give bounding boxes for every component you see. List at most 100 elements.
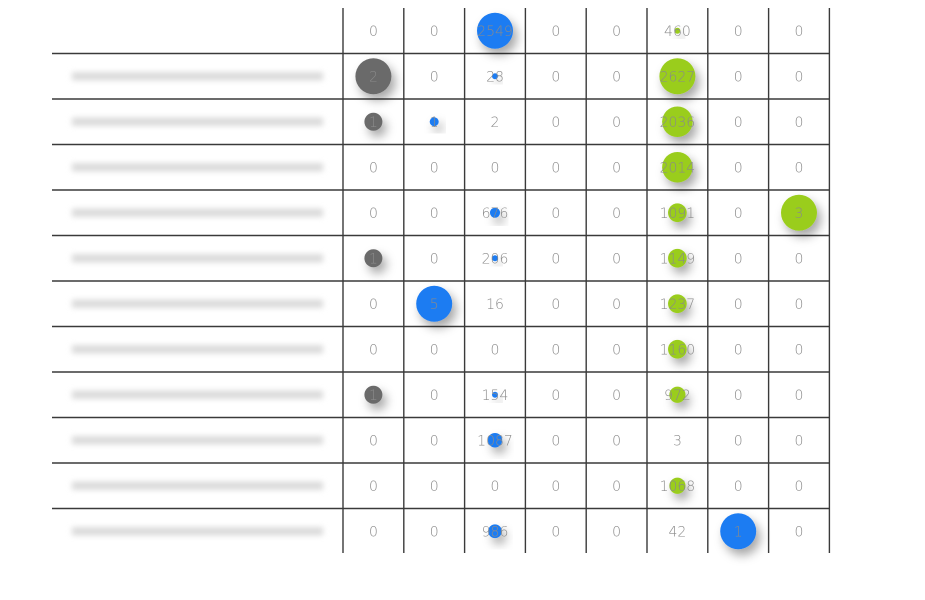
cell-value-r10-c4: 0 — [612, 479, 621, 495]
cell-value-r5-c6: 0 — [734, 251, 743, 267]
bubble-r1-c2 — [492, 73, 498, 80]
cell-value-r6-c4: 0 — [612, 297, 621, 313]
cell-value-r9-c1: 0 — [430, 433, 439, 449]
row-label-6 — [72, 299, 323, 308]
cell-value-r1-c4: 0 — [612, 69, 621, 85]
bubble-r0-c5 — [674, 27, 681, 34]
cell-value-r8-c5: 972 — [664, 388, 691, 404]
cell-value-r5-c5: 1149 — [660, 251, 696, 267]
cell-value-r9-c6: 0 — [734, 433, 743, 449]
bubble-r1-c0 — [355, 58, 392, 95]
bubble-r4-c5 — [668, 203, 687, 223]
row-label-9 — [72, 436, 323, 445]
cell-value-r6-c7: 0 — [795, 297, 804, 313]
cell-value-r11-c0: 0 — [369, 524, 378, 540]
cell-value-r1-c3: 0 — [551, 69, 560, 85]
cell-value-r9-c5: 3 — [673, 433, 682, 449]
cell-value-r2-c6: 0 — [734, 115, 743, 131]
cell-value-r9-c7: 0 — [795, 433, 804, 449]
cell-value-r2-c2: 2 — [491, 115, 500, 131]
bubble-r11-c6 — [720, 513, 757, 550]
cell-value-r4-c0: 0 — [369, 206, 378, 222]
cell-value-r2-c0: 1 — [369, 115, 378, 131]
row-label-8 — [72, 390, 323, 399]
cell-value-r5-c0: 1 — [369, 251, 378, 267]
row-label-10 — [72, 481, 323, 490]
cell-value-r5-c3: 0 — [551, 251, 560, 267]
cell-value-r9-c0: 0 — [369, 433, 378, 449]
cell-value-r10-c0: 0 — [369, 479, 378, 495]
bubble-r9-c2 — [487, 433, 503, 448]
cell-value-r1-c5: 2627 — [660, 69, 696, 85]
cell-value-r4-c5: 1091 — [660, 206, 696, 222]
row-label-2 — [72, 117, 323, 126]
cell-value-r8-c7: 0 — [795, 388, 804, 404]
row-label-3 — [72, 163, 323, 172]
cell-value-r5-c1: 0 — [430, 251, 439, 267]
cell-values: 0 0 2549 0 0 460 0 0 2 0 28 0 0 2627 0 0 1 1 2 0 0 2036 0 0 0 0 0 0… — [369, 24, 804, 541]
cell-value-r7-c4: 0 — [612, 342, 621, 358]
cell-value-r2-c5: 2036 — [660, 115, 696, 131]
cell-value-r3-c7: 0 — [795, 160, 804, 176]
cell-value-r8-c3: 0 — [551, 388, 560, 404]
cell-value-r6-c0: 0 — [369, 297, 378, 313]
cell-value-r4-c2: 676 — [482, 206, 509, 222]
cell-value-r3-c0: 0 — [369, 160, 378, 176]
cell-value-r8-c2: 154 — [482, 388, 509, 404]
bubble-r10-c5 — [669, 477, 686, 494]
bubble-r4-c7 — [781, 194, 817, 231]
cell-value-r3-c4: 0 — [612, 160, 621, 176]
bubbles — [355, 12, 817, 550]
cell-value-r3-c2: 0 — [491, 160, 500, 176]
cell-value-r11-c1: 0 — [430, 524, 439, 540]
cell-value-r4-c1: 0 — [430, 206, 439, 222]
cell-value-r5-c7: 0 — [795, 251, 804, 267]
cell-value-r4-c4: 0 — [612, 206, 621, 222]
cell-value-r3-c3: 0 — [551, 160, 560, 176]
cell-value-r0-c2: 2549 — [477, 24, 513, 40]
bubble-r4-c2 — [489, 207, 501, 218]
cell-value-r11-c4: 0 — [612, 524, 621, 540]
cell-value-r1-c1: 0 — [430, 69, 439, 85]
table-grid — [52, 8, 831, 554]
cell-value-r11-c2: 986 — [482, 524, 509, 540]
bubble-r5-c0 — [364, 249, 383, 268]
cell-value-r11-c7: 0 — [795, 524, 804, 540]
cell-value-r7-c3: 0 — [551, 342, 560, 358]
cell-value-r4-c6: 0 — [734, 206, 743, 222]
cell-value-r11-c3: 0 — [551, 524, 560, 540]
cell-value-r1-c7: 0 — [795, 69, 804, 85]
cell-value-r6-c3: 0 — [551, 297, 560, 313]
bubble-r1-c5 — [659, 58, 696, 95]
cell-value-r1-c2: 28 — [486, 69, 504, 85]
cell-value-r3-c1: 0 — [430, 160, 439, 176]
bubble-r6-c1 — [416, 285, 453, 322]
cell-value-r5-c2: 206 — [482, 251, 509, 267]
cell-value-r10-c7: 0 — [795, 479, 804, 495]
cell-value-r3-c6: 0 — [734, 160, 743, 176]
cell-value-r4-c3: 0 — [551, 206, 560, 222]
cell-value-r8-c1: 0 — [430, 388, 439, 404]
cell-value-r6-c2: 16 — [486, 297, 504, 313]
cell-value-r6-c1: 5 — [430, 297, 439, 313]
cell-value-r9-c4: 0 — [612, 433, 621, 449]
bubble-r2-c0 — [364, 112, 383, 131]
cell-value-r7-c0: 0 — [369, 342, 378, 358]
cell-value-r10-c6: 0 — [734, 479, 743, 495]
cell-value-r8-c4: 0 — [612, 388, 621, 404]
bubble-r6-c5 — [668, 294, 687, 314]
bubble-r7-c5 — [668, 339, 687, 359]
cell-value-r10-c2: 0 — [491, 479, 500, 495]
cell-value-r7-c1: 0 — [430, 342, 439, 358]
cell-value-r3-c5: 2014 — [660, 160, 696, 176]
bubble-r8-c0 — [364, 385, 383, 404]
bubble-r3-c5 — [662, 151, 693, 183]
cell-value-r1-c0: 2 — [369, 69, 378, 85]
cell-value-r7-c2: 0 — [491, 342, 500, 358]
cell-value-r11-c5: 42 — [668, 524, 686, 540]
bubble-r8-c5 — [669, 386, 686, 403]
cell-value-r4-c7: 3 — [795, 206, 804, 222]
cell-value-r0-c6: 0 — [734, 24, 743, 40]
bubble-r2-c1 — [429, 117, 439, 127]
